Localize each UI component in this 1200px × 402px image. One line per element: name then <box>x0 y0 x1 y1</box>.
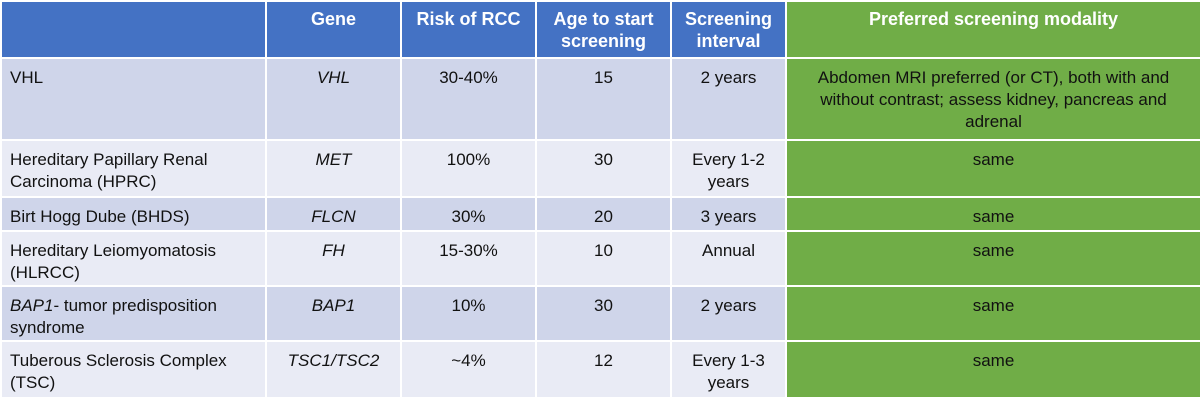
interval-cell: 3 years <box>670 196 787 232</box>
table-row: VHL VHL 30-40% 15 2 years Abdomen MRI pr… <box>0 57 1200 141</box>
age-cell: 15 <box>535 57 672 141</box>
gene-cell: BAP1 <box>265 285 402 342</box>
header-interval: Screening interval <box>670 0 787 59</box>
modality-cell: Abdomen MRI preferred (or CT), both with… <box>785 57 1200 141</box>
age-cell: 12 <box>535 340 672 399</box>
header-age: Age to start screening <box>535 0 672 59</box>
syndrome-cell: Tuberous Sclerosis Complex (TSC) <box>0 340 267 399</box>
modality-cell: same <box>785 139 1200 198</box>
age-cell: 30 <box>535 139 672 198</box>
header-syndrome <box>0 0 267 59</box>
gene-cell: TSC1/TSC2 <box>265 340 402 399</box>
gene-cell: MET <box>265 139 402 198</box>
gene-cell: VHL <box>265 57 402 141</box>
syndrome-cell: BAP1- tumor predisposition syndrome <box>0 285 267 342</box>
header-row: Gene Risk of RCC Age to start screening … <box>0 0 1200 59</box>
gene-cell: FLCN <box>265 196 402 232</box>
interval-cell: Annual <box>670 230 787 287</box>
modality-cell: same <box>785 230 1200 287</box>
interval-cell: Every 1-2 years <box>670 139 787 198</box>
syndrome-cell: VHL <box>0 57 267 141</box>
modality-cell: same <box>785 340 1200 399</box>
header-modality: Preferred screening modality <box>785 0 1200 59</box>
gene-cell: FH <box>265 230 402 287</box>
header-risk: Risk of RCC <box>400 0 537 59</box>
interval-cell: Every 1-3 years <box>670 340 787 399</box>
syndrome-cell: Hereditary Papillary Renal Carcinoma (HP… <box>0 139 267 198</box>
syndrome-rest-part: - tumor predisposition syndrome <box>10 296 217 337</box>
syndrome-cell: Hereditary Leiomyomatosis (HLRCC) <box>0 230 267 287</box>
age-cell: 10 <box>535 230 672 287</box>
age-cell: 30 <box>535 285 672 342</box>
table-row: Tuberous Sclerosis Complex (TSC) TSC1/TS… <box>0 340 1200 399</box>
risk-cell: 10% <box>400 285 537 342</box>
table-row: Hereditary Leiomyomatosis (HLRCC) FH 15-… <box>0 230 1200 287</box>
risk-cell: ~4% <box>400 340 537 399</box>
table-row: Birt Hogg Dube (BHDS) FLCN 30% 20 3 year… <box>0 196 1200 232</box>
syndrome-italic-part: BAP1 <box>10 296 54 315</box>
syndrome-cell: Birt Hogg Dube (BHDS) <box>0 196 267 232</box>
risk-cell: 30-40% <box>400 57 537 141</box>
modality-cell: same <box>785 196 1200 232</box>
modality-cell: same <box>785 285 1200 342</box>
table-row: Hereditary Papillary Renal Carcinoma (HP… <box>0 139 1200 198</box>
interval-cell: 2 years <box>670 57 787 141</box>
risk-cell: 100% <box>400 139 537 198</box>
risk-cell: 15-30% <box>400 230 537 287</box>
interval-cell: 2 years <box>670 285 787 342</box>
risk-cell: 30% <box>400 196 537 232</box>
age-cell: 20 <box>535 196 672 232</box>
header-gene: Gene <box>265 0 402 59</box>
table-row: BAP1- tumor predisposition syndrome BAP1… <box>0 285 1200 342</box>
